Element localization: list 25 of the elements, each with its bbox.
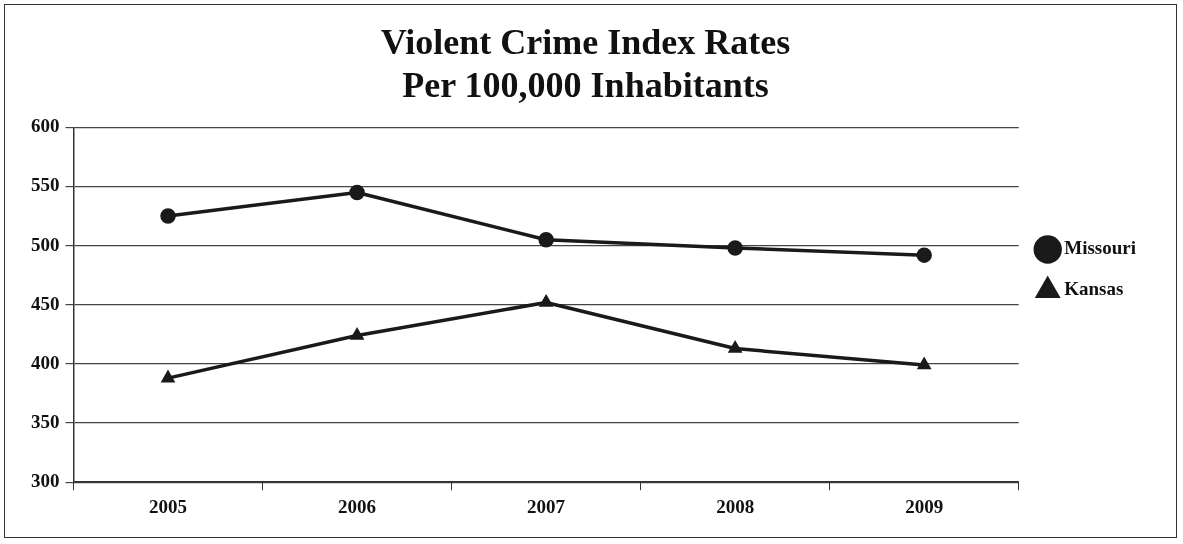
point	[350, 327, 364, 340]
x-tick-label: 2007	[527, 495, 566, 517]
point	[539, 294, 553, 307]
legend-label: Kansas	[1064, 278, 1124, 300]
point	[349, 184, 365, 201]
y-tick-label: 450	[31, 292, 60, 314]
y-tick-label: 600	[31, 115, 60, 137]
point	[728, 340, 742, 353]
chart-title: Violent Crime Index Rates Per 100,000 Inhabitants	[380, 21, 791, 106]
x-tick-label: 2008	[716, 495, 755, 517]
legend-label: Missouri	[1064, 237, 1136, 259]
y-tick-label: 550	[31, 174, 60, 196]
y-tick-label: 500	[31, 233, 60, 255]
x-tick-label: 2005	[149, 495, 188, 517]
point	[917, 357, 932, 370]
point	[160, 208, 176, 224]
y-tick-label: 300	[31, 470, 60, 492]
point	[161, 370, 175, 383]
x-tick-label: 2006	[338, 495, 377, 517]
point	[916, 247, 932, 263]
y-tick-label: 400	[31, 351, 60, 373]
point	[538, 232, 554, 248]
x-tick-label: 2009	[905, 495, 944, 517]
point	[727, 240, 743, 256]
y-tick-label: 350	[31, 410, 60, 432]
